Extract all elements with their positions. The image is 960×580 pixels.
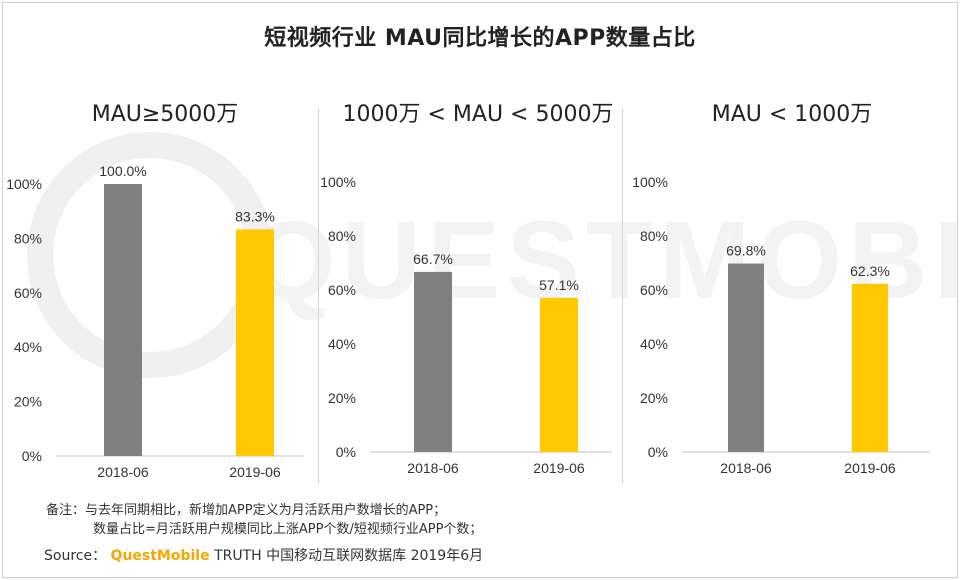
y-tick-label: 100%: [632, 174, 668, 190]
source-prefix: Source：: [44, 548, 107, 564]
y-tick-label: 40%: [640, 336, 668, 352]
bar-2018-06: [104, 184, 142, 456]
bar-2018-06: [728, 263, 764, 452]
panel-title-small: MAU < 1000万: [711, 102, 873, 127]
y-tick-label: 60%: [14, 285, 42, 301]
y-tick-label: 0%: [336, 444, 356, 460]
bar-value-label: 62.3%: [850, 263, 890, 279]
bar-value-label: 57.1%: [539, 277, 579, 293]
x-tick-label: 2018-06: [407, 460, 459, 476]
panel-divider-2: [622, 108, 623, 484]
y-tick-label: 80%: [14, 230, 42, 246]
bar-value-label: 83.3%: [235, 208, 275, 224]
bar-2019-06: [236, 229, 274, 456]
y-tick-label: 80%: [328, 228, 356, 244]
chart-title: 短视频行业 MAU同比增长的APP数量占比: [264, 26, 696, 51]
panel-title-medium: 1000万 < MAU < 5000万: [342, 102, 614, 127]
y-tick-label: 80%: [640, 228, 668, 244]
y-tick-label: 100%: [6, 176, 42, 192]
x-tick-label: 2019-06: [533, 460, 585, 476]
bar-value-label: 66.7%: [413, 251, 453, 267]
source-text: TRUTH 中国移动互联网数据库 2019年6月: [214, 548, 484, 564]
y-tick-label: 60%: [328, 282, 356, 298]
bar-2019-06: [852, 283, 888, 452]
panel-divider-1: [318, 108, 319, 484]
y-tick-label: 100%: [320, 174, 356, 190]
source-brand: QuestMobile: [110, 548, 210, 564]
y-tick-label: 20%: [640, 390, 668, 406]
x-tick-label: 2018-06: [720, 460, 772, 476]
bar-value-label: 69.8%: [726, 243, 766, 259]
y-tick-label: 0%: [22, 448, 42, 464]
x-tick-label: 2018-06: [97, 464, 149, 480]
note-line-2: 数量占比=月活跃用户规模同比上涨APP个数/短视频行业APP个数；: [93, 522, 483, 537]
y-tick-label: 60%: [640, 282, 668, 298]
y-tick-label: 0%: [648, 444, 668, 460]
y-tick-label: 20%: [328, 390, 356, 406]
note-line-1: 备注：与去年同期相比，新增加APP定义为月活跃用户数增长的APP；: [46, 503, 447, 518]
x-tick-label: 2019-06: [844, 460, 896, 476]
source-line: Source： QuestMobile TRUTH 中国移动互联网数据库 201…: [44, 545, 483, 565]
bar-value-label: 100.0%: [99, 163, 146, 179]
y-tick-label: 20%: [14, 394, 42, 410]
y-tick-label: 40%: [328, 336, 356, 352]
y-tick-label: 40%: [14, 339, 42, 355]
bar-2018-06: [414, 271, 452, 452]
panel-title-large: MAU≥5000万: [91, 102, 239, 127]
bar-2019-06: [540, 297, 578, 452]
x-tick-label: 2019-06: [229, 464, 281, 480]
